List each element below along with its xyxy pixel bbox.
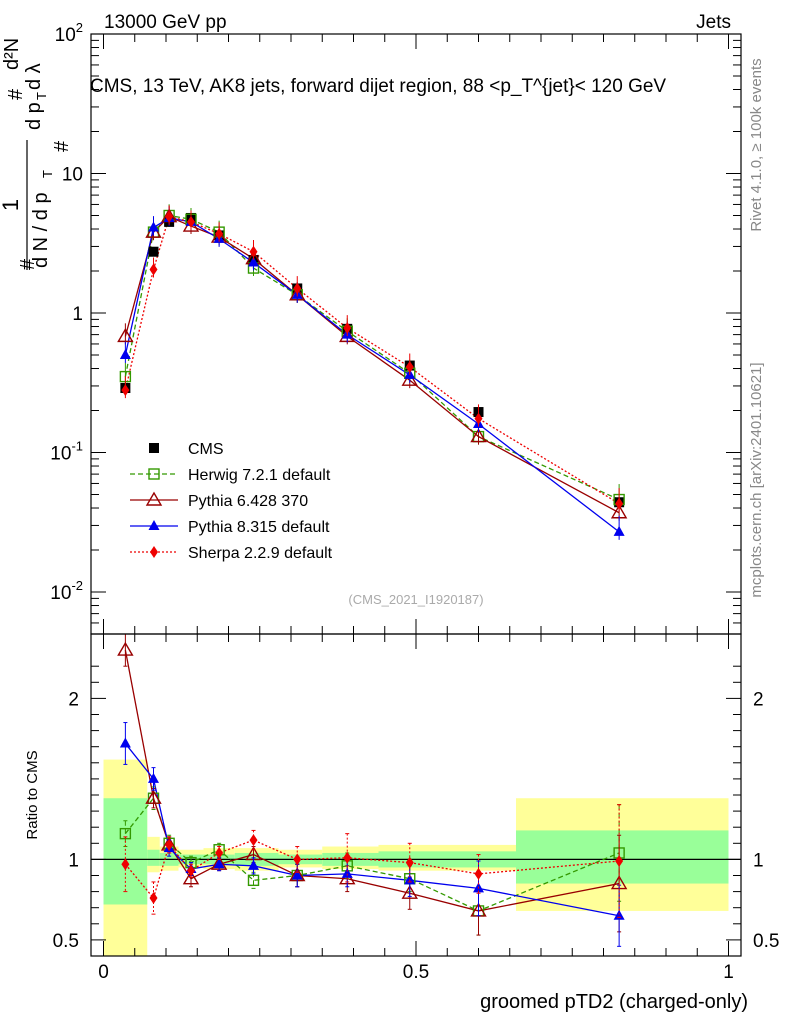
legend-label-pythia8: Pythia 8.315 default <box>188 519 330 536</box>
legend-label-cms: CMS <box>188 441 224 458</box>
ratio-plot-panel: 0.5 0.5 1 1 2 2 0 0.5 1 <box>53 633 779 983</box>
ratio-point-sherpa <box>615 855 624 868</box>
main-point-sherpa <box>187 215 195 228</box>
main-y-tick-label: 10 <box>62 165 83 186</box>
ratio-point-sherpa <box>474 867 483 880</box>
legend: CMS Herwig 7.2.1 default Pythia 6.428 370 P… <box>130 441 333 562</box>
ratio-point-pythia6 <box>145 789 162 804</box>
ratio-x-tick-label: 1 <box>723 962 734 983</box>
ratio-point-sherpa <box>343 851 352 864</box>
main-point-sherpa <box>474 412 483 425</box>
legend-label-pythia6: Pythia 6.428 370 <box>188 493 308 510</box>
main-line-sherpa <box>124 215 620 505</box>
main-point-sherpa <box>249 245 258 258</box>
svg-text:d λ: d λ <box>23 63 45 90</box>
main-point-sherpa <box>615 497 624 510</box>
ratio-point-pythia8 <box>248 859 259 870</box>
main-plot-panel: 10-2 10-1 1 10 102 <box>50 20 742 635</box>
main-point-sherpa <box>215 227 224 240</box>
ratio-x-tick-label: 0 <box>98 962 109 983</box>
svg-text:#: # <box>5 88 27 100</box>
x-axis-label: groomed pTD2 (charged-only) <box>480 991 748 1013</box>
legend-marker-pythia8 <box>148 520 160 530</box>
main-point-sherpa <box>343 322 352 335</box>
ratio-point-sherpa <box>149 892 158 905</box>
ratio-point-herwig <box>247 874 260 887</box>
ratio-point-sherpa <box>121 858 130 871</box>
main-point-sherpa <box>293 282 302 295</box>
ratio-point-pythia8 <box>213 858 225 869</box>
ratio-band-inner <box>147 849 160 866</box>
legend-marker-cms <box>149 443 159 453</box>
ratio-point-sherpa <box>165 838 174 851</box>
svg-text:#: # <box>51 140 73 152</box>
main-point-cms <box>148 246 159 257</box>
ratio-x-tick-label: 0.5 <box>403 962 429 983</box>
legend-marker-sherpa <box>150 546 158 558</box>
main-point-sherpa <box>121 384 130 397</box>
main-point-pythia6 <box>401 371 418 386</box>
main-y-tick-label: 102 <box>55 20 83 46</box>
main-point-sherpa <box>165 210 174 223</box>
main-y-axis-label: # 1 d N / d p T # d p T d λ # d²N <box>0 38 73 270</box>
main-title: CMS, 13 TeV, AK8 jets, forward dijet reg… <box>90 76 666 97</box>
main-point-sherpa <box>149 263 158 276</box>
svg-text:d p: d p <box>23 102 45 130</box>
main-y-tick-label: 1 <box>72 304 83 325</box>
main-point-pythia8 <box>148 221 159 232</box>
svg-text:d²N: d²N <box>1 38 23 70</box>
side-label-rivet: Rivet 4.1.0, ≥ 100k events <box>748 58 765 231</box>
main-frame <box>90 33 742 635</box>
ratio-point-pythia8 <box>291 869 303 880</box>
ratio-y-tick-label: 2 <box>68 689 79 710</box>
svg-text:d N / d p: d N / d p <box>30 192 52 268</box>
ratio-point-sherpa <box>187 864 195 877</box>
ratio-band-inner <box>516 830 729 884</box>
ratio-y-tick-label-right: 1 <box>753 850 764 871</box>
main-point-sherpa <box>405 361 414 374</box>
ratio-y-tick-label-right: 2 <box>753 689 764 710</box>
ratio-y-axis-label: Ratio to CMS <box>24 750 41 839</box>
ratio-point-pythia8 <box>119 737 131 748</box>
header-right: Jets <box>696 12 731 33</box>
ratio-y-tick-label: 1 <box>68 850 79 871</box>
ratio-point-pythia8 <box>341 867 353 878</box>
ratio-point-sherpa <box>405 856 414 869</box>
legend-marker-herwig <box>148 468 160 480</box>
ratio-y-tick-label: 0.5 <box>53 931 79 952</box>
ratio-line-sherpa <box>124 839 620 900</box>
ratio-point-pythia8 <box>613 909 625 920</box>
main-point-pythia8 <box>613 525 625 536</box>
ratio-point-pythia6 <box>401 884 418 899</box>
ratio-point-sherpa <box>293 853 302 866</box>
header-left: 13000 GeV pp <box>104 12 227 33</box>
main-y-tick-label: 10-2 <box>50 578 83 604</box>
svg-text:T: T <box>34 92 49 100</box>
main-line-pythia8 <box>124 217 620 533</box>
main-point-pythia8 <box>119 348 131 359</box>
ratio-point-sherpa <box>249 834 258 847</box>
ratio-point-pythia6 <box>117 641 134 656</box>
ratio-point-pythia6 <box>182 870 200 885</box>
main-point-pythia6 <box>470 428 487 443</box>
svg-text:#: # <box>17 258 39 270</box>
main-point-pythia6 <box>117 327 134 343</box>
legend-marker-pythia6 <box>145 491 163 506</box>
legend-label-herwig: Herwig 7.2.1 default <box>188 467 331 484</box>
ratio-y-tick-label-right: 0.5 <box>753 931 779 952</box>
ratio-point-pythia8 <box>148 772 159 783</box>
main-y-tick-label: 10-1 <box>50 439 83 465</box>
side-label-mcplots: mcplots.cern.ch [arXiv:2401.10621] <box>748 362 765 597</box>
watermark-label: (CMS_2021_I1920187) <box>348 592 483 607</box>
legend-label-sherpa: Sherpa 2.2.9 default <box>188 545 333 562</box>
ratio-point-sherpa <box>215 846 224 859</box>
svg-text:T: T <box>40 170 55 178</box>
svg-text:1: 1 <box>0 199 23 211</box>
main-point-pythia8 <box>248 256 259 267</box>
